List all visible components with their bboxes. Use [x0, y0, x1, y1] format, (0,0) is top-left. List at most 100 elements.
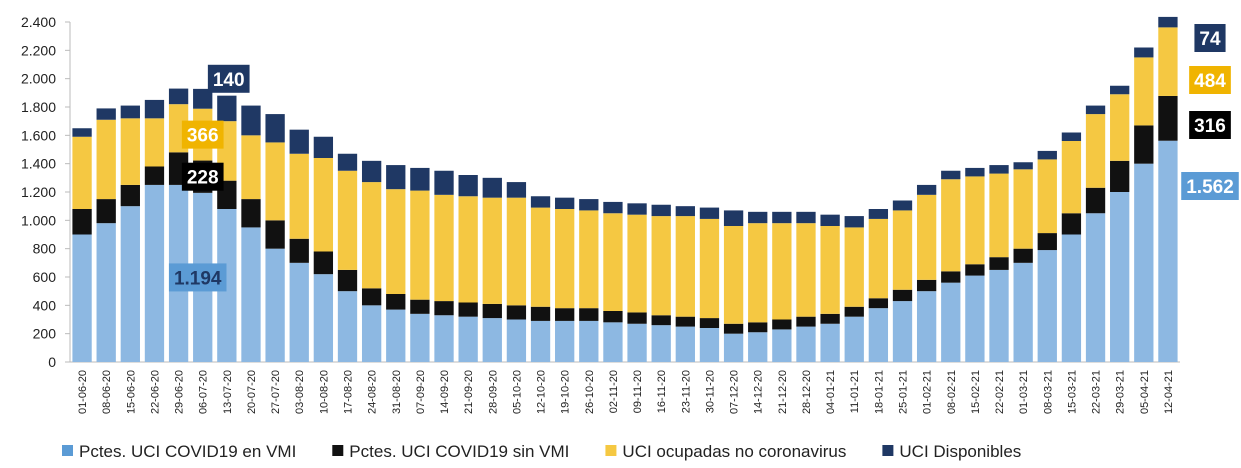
bar-segment [434, 301, 454, 316]
bar-segment [627, 203, 647, 215]
bar-segment [120, 184, 140, 207]
y-tick-label: 2.200 [21, 42, 56, 58]
bar-segment [651, 204, 671, 217]
bar-segment [892, 210, 913, 290]
value-label-box [168, 263, 227, 292]
value-label-box [1181, 172, 1239, 200]
x-tick-label: 27-07-20 [270, 370, 282, 414]
bar-segment [868, 209, 889, 219]
value-label-text: 484 [1194, 71, 1226, 92]
value-label-text: 366 [187, 126, 219, 147]
bar-segment [458, 302, 478, 317]
x-tick-label: 22-03-21 [1091, 370, 1103, 414]
bar-segment [844, 306, 864, 317]
bar-segment [748, 211, 768, 224]
bar-segment [916, 291, 937, 362]
bar-segment [1037, 250, 1057, 362]
bar-segment [1110, 160, 1130, 192]
value-label-text: 74 [1199, 29, 1221, 50]
bar-segment [168, 88, 189, 105]
bar-segment [1085, 187, 1106, 214]
x-tick-label: 20-07-20 [246, 370, 258, 414]
x-tick-label: 10-08-20 [318, 370, 330, 414]
bar-segment [748, 322, 768, 333]
bar-segment [916, 194, 937, 280]
bar-segment [651, 315, 671, 326]
x-tick-label: 21-09-20 [463, 370, 475, 414]
bar-segment [1085, 114, 1106, 188]
bar-segment [603, 311, 623, 323]
y-tick-label: 2.400 [21, 14, 56, 30]
bar-segment [337, 269, 358, 292]
bar-segment [555, 320, 575, 362]
bar-segment [579, 210, 599, 309]
bar-segment [120, 206, 140, 362]
bar-segment [434, 315, 454, 362]
bar-segment [723, 333, 744, 362]
bar-segment [1013, 169, 1033, 249]
bar-segment [530, 320, 551, 362]
bar-segment [989, 165, 1009, 174]
bar-segment [579, 199, 599, 211]
bar-segment [1037, 159, 1057, 234]
bar-segment [482, 197, 502, 304]
bar-segment [965, 167, 985, 177]
bar-segment [289, 238, 309, 263]
bar-segment [941, 179, 961, 272]
bar-segment [603, 201, 623, 214]
bar-segment [386, 294, 406, 310]
x-tick-label: 01-06-20 [77, 370, 89, 414]
bar-segment [410, 313, 430, 362]
value-label: 366 [181, 120, 224, 149]
bar-segment [144, 118, 165, 167]
bar-segment [868, 218, 889, 299]
bar-segment [1134, 57, 1154, 126]
bar-segment [627, 312, 647, 324]
value-label: 484 [1189, 66, 1231, 94]
bar-segment [506, 182, 527, 198]
bar-segment [1061, 213, 1082, 235]
x-tick-label: 05-04-21 [1139, 370, 1151, 414]
bar-segment [506, 319, 527, 362]
bar-segment [916, 184, 937, 195]
bar-segment [892, 301, 913, 362]
bar-segment [772, 223, 792, 320]
bar-segment [1061, 234, 1082, 362]
x-tick-label: 12-04-21 [1163, 370, 1175, 414]
bar-segment [555, 209, 575, 309]
bar-segment [313, 136, 334, 158]
bar-segment [482, 303, 502, 319]
bar-segment [96, 119, 116, 200]
legend-swatch [332, 445, 344, 456]
bar-segment [241, 227, 261, 362]
value-label-box [207, 64, 250, 93]
y-tick-label: 2.000 [21, 71, 56, 87]
bar-segment [72, 209, 92, 235]
x-tick-label: 01-02-21 [922, 370, 934, 414]
bar-segment [555, 308, 575, 321]
x-tick-label: 15-02-21 [970, 370, 982, 414]
value-label: 1.194 [168, 263, 227, 292]
value-label-box [181, 162, 224, 191]
bar-segment [241, 199, 261, 228]
bar-segment [603, 322, 623, 362]
bar-segment [989, 269, 1009, 362]
x-tick-label: 22-06-20 [149, 370, 161, 414]
bar-segment [941, 170, 961, 180]
bar-segment [1110, 85, 1130, 95]
x-tick-label: 13-07-20 [222, 370, 234, 414]
value-label-box [1194, 24, 1226, 52]
bar-segment [916, 279, 937, 292]
bar-segment [530, 196, 551, 208]
bar-segment [796, 326, 816, 362]
bar-segment [627, 214, 647, 313]
x-tick-label: 17-08-20 [343, 370, 355, 414]
bar-segment [555, 197, 575, 209]
bar-segment [193, 88, 213, 109]
bar-segment [651, 216, 671, 316]
bar-segment [144, 99, 165, 119]
bar-segment [265, 220, 285, 249]
legend-swatch [882, 445, 894, 456]
bar-segment [217, 95, 237, 122]
value-label: 228 [181, 162, 224, 191]
